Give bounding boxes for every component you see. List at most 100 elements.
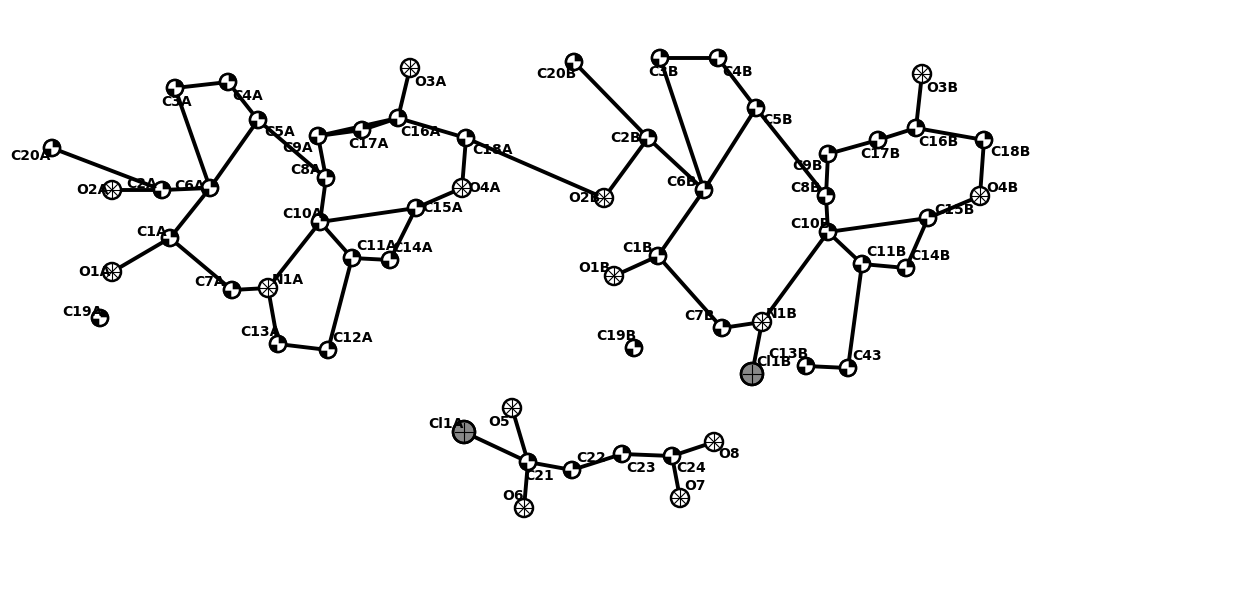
Circle shape — [320, 342, 336, 358]
Wedge shape — [398, 118, 405, 125]
Circle shape — [154, 182, 170, 198]
Circle shape — [259, 279, 278, 297]
Wedge shape — [648, 138, 655, 145]
Wedge shape — [466, 138, 473, 145]
Circle shape — [652, 50, 668, 66]
Wedge shape — [898, 261, 906, 268]
Circle shape — [672, 489, 689, 507]
Text: C10A: C10A — [282, 207, 322, 221]
Circle shape — [753, 313, 771, 331]
Wedge shape — [224, 283, 232, 290]
Circle shape — [908, 120, 924, 136]
Circle shape — [354, 122, 370, 138]
Wedge shape — [715, 321, 722, 328]
Text: C2B: C2B — [610, 131, 641, 145]
Circle shape — [650, 248, 667, 264]
Text: O4A: O4A — [468, 181, 501, 195]
Circle shape — [840, 360, 856, 376]
Wedge shape — [383, 253, 390, 260]
Wedge shape — [354, 123, 362, 130]
Wedge shape — [162, 190, 170, 197]
Circle shape — [710, 50, 726, 66]
Wedge shape — [615, 447, 622, 454]
Circle shape — [382, 252, 398, 268]
Circle shape — [626, 340, 642, 356]
Wedge shape — [572, 470, 579, 477]
Wedge shape — [409, 201, 416, 208]
Text: O3A: O3A — [414, 75, 446, 89]
Wedge shape — [921, 211, 928, 218]
Wedge shape — [928, 218, 935, 225]
Circle shape — [641, 130, 655, 146]
Text: C15B: C15B — [934, 203, 974, 217]
Wedge shape — [906, 268, 913, 275]
Wedge shape — [574, 62, 581, 69]
Wedge shape — [696, 183, 704, 190]
Text: C23: C23 — [626, 461, 655, 475]
Wedge shape — [162, 231, 170, 238]
Circle shape — [870, 132, 886, 148]
Wedge shape — [221, 75, 228, 82]
Wedge shape — [318, 136, 325, 143]
Circle shape — [103, 263, 121, 281]
Wedge shape — [390, 260, 398, 267]
Circle shape — [913, 65, 930, 83]
Circle shape — [664, 448, 680, 464]
Wedge shape — [170, 238, 177, 245]
Circle shape — [453, 421, 475, 443]
Wedge shape — [653, 51, 660, 58]
Text: C20A: C20A — [10, 149, 51, 163]
Circle shape — [344, 250, 361, 266]
Wedge shape — [826, 196, 833, 203]
Circle shape — [921, 210, 935, 226]
Wedge shape — [416, 208, 424, 215]
Text: O6: O6 — [502, 489, 524, 503]
Wedge shape — [100, 318, 108, 325]
Text: C11A: C11A — [356, 239, 396, 253]
Wedge shape — [627, 341, 634, 348]
Circle shape — [408, 200, 424, 216]
Wedge shape — [203, 181, 209, 188]
Wedge shape — [352, 258, 359, 265]
Text: C8A: C8A — [290, 163, 321, 177]
Wedge shape — [711, 51, 717, 58]
Circle shape — [167, 80, 183, 96]
Text: O1B: O1B — [579, 261, 611, 275]
Wedge shape — [155, 183, 162, 190]
Circle shape — [401, 59, 419, 77]
Circle shape — [820, 224, 836, 240]
Text: C14A: C14A — [392, 241, 432, 255]
Wedge shape — [320, 222, 327, 229]
Text: O4B: O4B — [986, 181, 1018, 195]
Text: C12A: C12A — [332, 331, 373, 345]
Wedge shape — [660, 58, 667, 65]
Wedge shape — [641, 131, 648, 138]
Circle shape — [515, 499, 533, 517]
Circle shape — [976, 132, 992, 148]
Text: C24: C24 — [676, 461, 706, 475]
Text: O8: O8 — [717, 447, 740, 461]
Circle shape — [103, 181, 121, 199]
Wedge shape — [312, 215, 320, 222]
Text: C1A: C1A — [136, 225, 167, 239]
Text: C9A: C9A — [282, 141, 312, 155]
Wedge shape — [318, 171, 326, 178]
Text: C5B: C5B — [762, 113, 793, 127]
Circle shape — [221, 74, 235, 90]
Wedge shape — [878, 140, 885, 147]
Text: C18B: C18B — [990, 145, 1031, 159]
Text: C19A: C19A — [62, 305, 103, 319]
Text: C21: C21 — [524, 469, 554, 483]
Wedge shape — [209, 188, 217, 195]
Wedge shape — [799, 359, 807, 366]
Circle shape — [605, 267, 623, 285]
Text: Cl1A: Cl1A — [427, 417, 463, 431]
Circle shape — [270, 336, 286, 352]
Text: C14B: C14B — [909, 249, 950, 263]
Circle shape — [162, 230, 178, 246]
Wedge shape — [228, 82, 235, 89]
Wedge shape — [520, 455, 528, 462]
Text: C9B: C9B — [792, 159, 823, 173]
Wedge shape — [344, 251, 352, 258]
Text: C15A: C15A — [422, 201, 462, 215]
